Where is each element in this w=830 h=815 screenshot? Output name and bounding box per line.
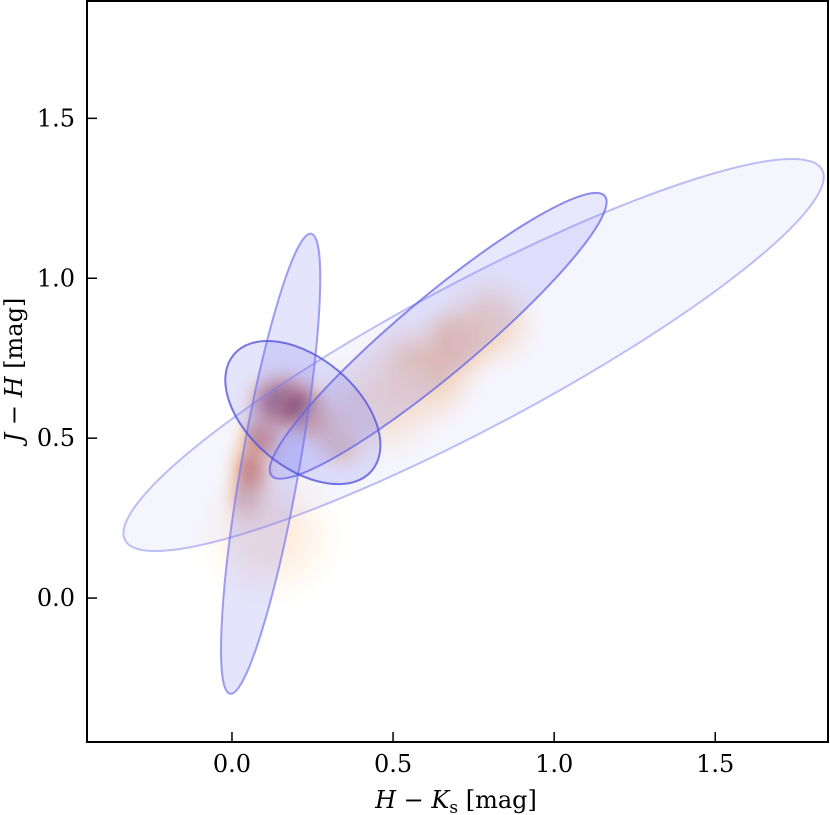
x-axis-label-sub: s: [449, 798, 458, 815]
density-blob: [440, 273, 540, 373]
x-tick-label: 0.5: [374, 750, 412, 778]
y-axis-ticks: 0.0 0.5 1.0 1.5: [37, 104, 97, 612]
x-axis-label: H − Ks [mag]: [374, 786, 537, 815]
density-blob: [306, 349, 448, 463]
confidence-ellipse-1: [122, 157, 825, 553]
y-axis-label-unit: [mag]: [0, 298, 28, 377]
y-tick-label: 1.5: [37, 104, 75, 132]
y-axis-label: J − H [mag]: [0, 298, 28, 448]
x-tick-label: 1.0: [535, 750, 573, 778]
ellipse-layer: [122, 157, 825, 695]
x-axis-label-unit: [mag]: [458, 786, 537, 814]
x-axis-label-main: H − K: [374, 786, 451, 814]
x-tick-label: 1.5: [696, 750, 734, 778]
y-tick-label: 1.0: [37, 264, 75, 292]
plot-frame: [86, 0, 829, 743]
x-tick-label: 0.0: [213, 750, 251, 778]
confidence-ellipse-4: [224, 340, 382, 486]
confidence-ellipse-3: [268, 191, 608, 480]
y-axis-label-main: J − H: [0, 375, 28, 447]
y-tick-label: 0.0: [37, 584, 75, 612]
x-axis-ticks: 0.0 0.5 1.0 1.5: [213, 732, 734, 778]
density-contour: [349, 384, 405, 429]
y-tick-label: 0.5: [37, 424, 75, 452]
